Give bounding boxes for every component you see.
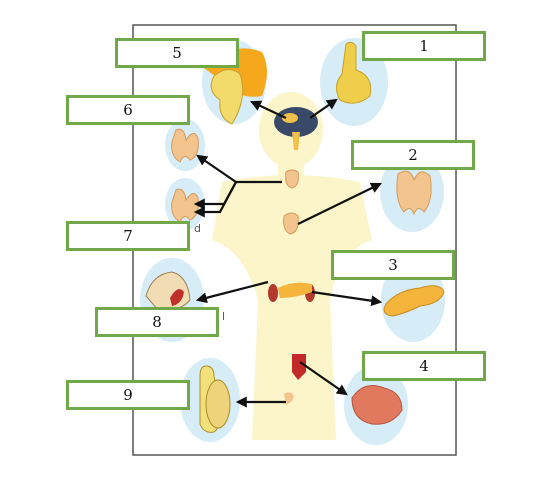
arrow-to-ovary: [299, 361, 348, 396]
arrow-to-pancreas: [311, 290, 383, 307]
arrow-to-pineal: [250, 100, 287, 119]
thymus-illustration: [396, 170, 432, 216]
label-box-6[interactable]: 6: [66, 95, 190, 125]
arrow-to-thyroid: [196, 154, 237, 183]
label-box-5[interactable]: 5: [115, 38, 239, 68]
body-glands: [283, 169, 299, 235]
label-box-9[interactable]: 9: [66, 380, 190, 410]
label-box-4[interactable]: 4: [362, 351, 486, 381]
pituitary-gland-illustration: [336, 41, 372, 104]
pancreas-illustration: [383, 285, 445, 317]
ovary-illustration: [292, 354, 403, 425]
brain-illustration: [274, 107, 318, 150]
arrow-to-pituitary: [309, 98, 338, 119]
arrow-to-thymus: [297, 182, 382, 225]
adrenal-fragment-letter: l: [222, 310, 225, 323]
label-box-1[interactable]: 1: [362, 31, 486, 61]
thyroid-illustration: [171, 128, 199, 163]
label-box-8[interactable]: 8: [95, 307, 219, 337]
label-box-3[interactable]: 3: [331, 250, 455, 280]
pointer-arrows: [193, 98, 383, 408]
arrow-to-adrenal: [195, 280, 269, 304]
arrow-to-parathyroid-lower: [193, 181, 237, 218]
thyroid-fragment-letter: d: [194, 222, 201, 235]
body-kidneys-pancreas: [268, 282, 315, 302]
label-box-7[interactable]: 7: [66, 221, 190, 251]
label-box-2[interactable]: 2: [351, 140, 475, 170]
testis-illustration: [199, 365, 294, 433]
